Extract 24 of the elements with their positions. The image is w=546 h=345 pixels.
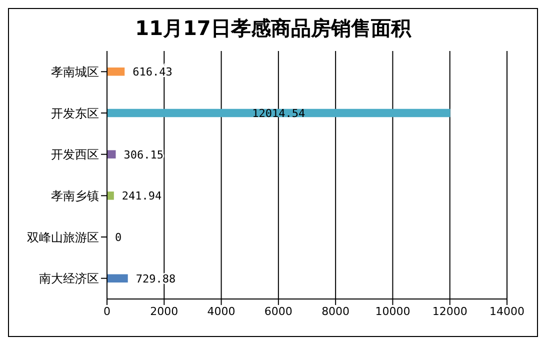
y-tick-label: 孝南乡镇 (51, 188, 99, 203)
data-label: 0 (115, 231, 122, 244)
x-tick-label: 10000 (375, 304, 410, 318)
bar (107, 192, 114, 200)
y-tick-label: 双峰山旅游区 (27, 230, 99, 244)
x-tick-label: 6000 (264, 304, 292, 318)
bar (107, 108, 450, 118)
y-tick-label: 开发西区 (51, 148, 99, 162)
x-tick-label: 12000 (432, 304, 468, 318)
x-tick-label: 0 (104, 304, 110, 318)
x-tick-label: 14000 (490, 304, 524, 318)
x-tick-label: 8000 (322, 304, 350, 318)
y-tick-label: 孝南城区 (51, 64, 99, 79)
bar (107, 68, 125, 76)
bar (107, 150, 116, 158)
y-tick-label: 南大经济区 (39, 272, 99, 286)
y-tick-label: 开发东区 (51, 106, 99, 120)
bar (107, 274, 128, 282)
x-tick-label: 4000 (207, 304, 236, 318)
x-tick-label: 2000 (150, 304, 178, 318)
chart-title: 11月17日孝感商品房销售面积 (134, 15, 412, 42)
data-label: 241.94 (122, 190, 162, 203)
data-label: 306.15 (124, 148, 164, 162)
data-label: 12014.54 (252, 107, 306, 120)
